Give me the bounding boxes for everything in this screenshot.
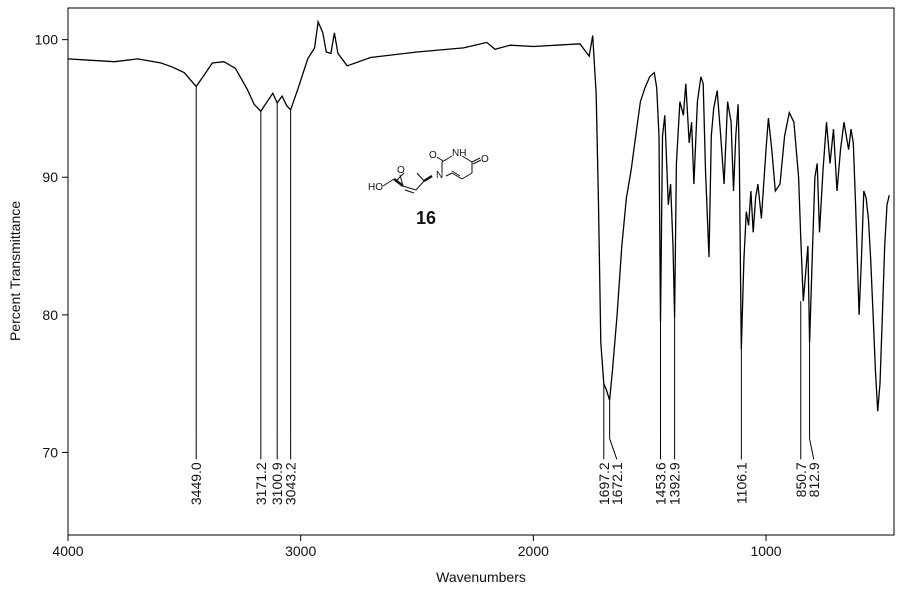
- spectrum-line: [67, 19, 890, 412]
- peak-label: 3449.0: [188, 462, 204, 505]
- bond: [395, 172, 405, 182]
- bond: [402, 185, 417, 191]
- bond: [461, 155, 473, 163]
- x-tick-label: 1000: [750, 543, 781, 559]
- peak-leader-line: [809, 438, 815, 460]
- bond: [461, 172, 473, 180]
- atom-label-nh: NH: [452, 148, 466, 159]
- atom-label-ho: HO: [368, 182, 383, 193]
- x-tick-label: 3000: [285, 543, 316, 559]
- peak-label: 3171.2: [253, 462, 269, 505]
- bond: [436, 156, 444, 162]
- bond: [404, 189, 415, 194]
- atom-label-ring-o: O: [397, 165, 405, 176]
- x-tick-label: 4000: [52, 543, 83, 559]
- y-tick-label: 100: [35, 32, 59, 48]
- peak-label: 850.7: [793, 462, 809, 497]
- plot-frame: [67, 7, 895, 536]
- x-axis-title: Wavenumbers: [436, 569, 526, 585]
- peak-label: 1672.1: [609, 462, 625, 505]
- y-tick-label: 90: [42, 169, 58, 185]
- atom-label-n1: N: [436, 170, 443, 181]
- y-axis-title: Percent Transmittance: [7, 201, 23, 341]
- peak-label: 3100.9: [269, 462, 285, 505]
- atom-label-o2: O: [429, 150, 437, 161]
- peak-label: 812.9: [806, 462, 822, 497]
- bond: [472, 159, 482, 165]
- y-tick-label: 80: [42, 307, 58, 323]
- y-axis: 100 90 80 70: [35, 32, 68, 460]
- compound-number: 16: [416, 208, 436, 228]
- peak-label: 1453.6: [653, 462, 669, 505]
- wedge-bond: [393, 178, 404, 187]
- bond: [451, 172, 463, 180]
- peak-label: 1106.1: [733, 462, 749, 504]
- atom-label-o4: O: [481, 154, 489, 165]
- bond: [416, 172, 425, 182]
- bond: [382, 178, 395, 187]
- peak-label: 3043.2: [283, 462, 299, 505]
- molecule-structure: HO O N O NH O: [368, 148, 489, 194]
- x-axis: 4000 3000 2000 1000: [52, 535, 782, 559]
- bond: [441, 155, 453, 163]
- bond: [415, 180, 425, 191]
- bond: [451, 170, 461, 177]
- wedge-bond: [423, 174, 433, 183]
- y-tick-label: 70: [42, 444, 58, 460]
- x-tick-label: 2000: [518, 543, 549, 559]
- peak-leader-line: [609, 438, 618, 460]
- peak-label: 1697.2: [596, 462, 612, 505]
- bond: [445, 172, 453, 177]
- peak-label: 1392.9: [667, 462, 683, 505]
- bond: [471, 157, 481, 163]
